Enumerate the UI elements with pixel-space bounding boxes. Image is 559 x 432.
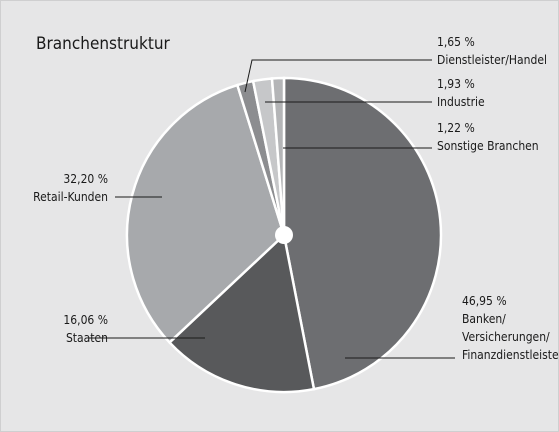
value-label: 1,65 %	[437, 35, 475, 49]
category-label: Retail-Kunden	[33, 190, 108, 204]
category-label: Banken/ Versicherungen/ Finanzdienstleis…	[462, 312, 559, 362]
category-label: Staaten	[65, 331, 108, 345]
slice-label: 1,65 % Dienstleister/Handel	[437, 33, 547, 69]
value-label: 32,20 %	[63, 172, 108, 186]
slice	[125, 83, 286, 345]
chart-title: Branchenstruktur	[36, 34, 170, 54]
center-dot	[275, 226, 293, 244]
value-label: 1,93 %	[437, 77, 475, 91]
leader-lines	[88, 59, 455, 359]
slice	[270, 76, 286, 236]
category-label: Industrie	[437, 95, 485, 109]
slice-label: 1,93 % Industrie	[437, 75, 485, 111]
slice-label: 46,95 % Banken/ Versicherungen/ Finanzdie…	[462, 292, 559, 364]
value-label: 16,06 %	[63, 313, 108, 327]
slice	[282, 76, 443, 391]
leader	[244, 59, 432, 93]
slice-label: 32,20 % Retail-Kunden	[33, 170, 108, 206]
value-label: 1,22 %	[437, 121, 475, 135]
slice-label: 16,06 % Staaten	[63, 311, 108, 347]
slice-label: 1,22 % Sonstige Branchen	[437, 119, 539, 155]
slice	[167, 232, 316, 394]
category-label: Dienstleister/Handel	[437, 53, 547, 67]
value-label: 46,95 %	[462, 294, 507, 308]
category-label: Sonstige Branchen	[437, 139, 539, 153]
